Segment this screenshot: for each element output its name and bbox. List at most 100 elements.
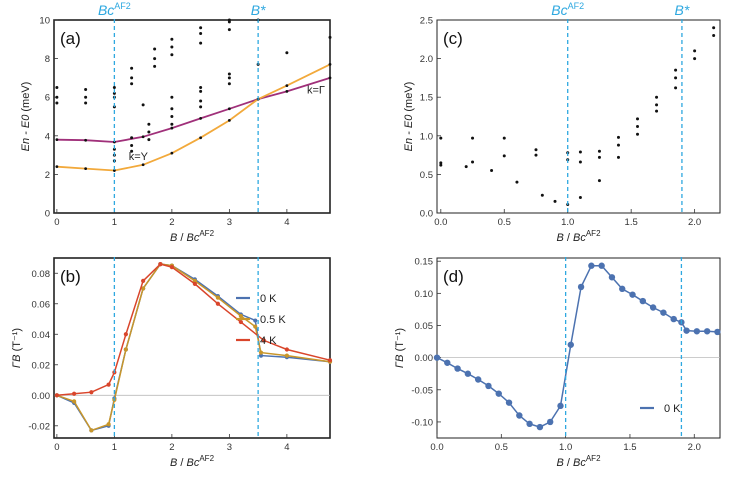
y-tick-label: 0.5 (420, 170, 433, 181)
axes-frame (436, 19, 721, 214)
data-dot (147, 122, 151, 126)
y-axis-label: En - E0 (meV) (20, 82, 32, 152)
curve-dot (328, 62, 332, 66)
series-marker (547, 418, 554, 426)
y-label-main: ΓB (11, 351, 23, 368)
x-tick-label: 4 (284, 217, 289, 228)
x-label-part: Bc (187, 457, 200, 469)
data-dot (170, 107, 174, 111)
series-marker (258, 350, 264, 355)
data-dot (464, 165, 468, 169)
data-dot (130, 143, 134, 147)
y-tick-label: 2.0 (420, 54, 433, 65)
series-marker (238, 313, 243, 319)
curve-dot (199, 136, 203, 140)
series-marker (703, 328, 711, 335)
y-tick-label: 10 (39, 16, 50, 27)
series-marker (141, 278, 146, 283)
data-dot (578, 160, 582, 164)
data-dot (199, 41, 203, 45)
x-tick-label: 0.0 (430, 442, 443, 453)
series-line-blue (56, 263, 331, 432)
x-tick-label: 1.5 (623, 442, 636, 453)
y-tick-label: 0.08 (32, 269, 51, 280)
data-dot (674, 86, 678, 90)
data-dot (227, 28, 231, 32)
x-tick-label: 2 (169, 217, 174, 228)
data-dot (636, 117, 640, 121)
bc-label: BcAF2 (98, 1, 131, 18)
x-label-part: Bc (573, 232, 586, 244)
series-marker (474, 376, 482, 383)
data-dot (170, 53, 174, 57)
curve-dot (112, 169, 116, 172)
x-tick-label: 1.0 (561, 217, 574, 228)
y-tick-label: 8 (45, 54, 50, 65)
data-dot (553, 199, 557, 203)
data-dot (130, 149, 134, 153)
legend-label: 0 K (664, 403, 681, 415)
series-marker (639, 297, 647, 305)
series-marker (253, 324, 258, 329)
data-dot (153, 47, 157, 51)
series-marker (629, 291, 636, 298)
x-tick-label: 0 (54, 217, 59, 228)
data-dot (636, 132, 640, 136)
y-tick-label: 0.10 (415, 289, 434, 300)
data-dot (130, 76, 134, 80)
data-dot (112, 147, 116, 151)
bstar-label: B* (251, 2, 266, 18)
curve-dot (170, 151, 174, 155)
series-marker (54, 393, 59, 398)
series-marker (516, 412, 523, 419)
data-dot (597, 155, 601, 159)
series-marker (567, 341, 574, 348)
series-marker (526, 420, 533, 428)
series-marker (588, 262, 595, 269)
data-dot (112, 91, 116, 95)
series-line-gold (56, 263, 331, 432)
y-tick-label: -0.05 (411, 385, 433, 396)
legend-label: 0.5 K (260, 314, 286, 326)
series-marker (464, 370, 472, 377)
series-marker (72, 399, 77, 404)
data-dot (170, 37, 174, 41)
legend-label: 4 K (260, 335, 277, 347)
data-dot (170, 45, 174, 49)
curve-dot (227, 107, 231, 111)
data-dot (471, 160, 475, 164)
curve-dot (199, 117, 203, 120)
series-marker (123, 347, 128, 352)
series-marker (693, 328, 701, 335)
data-dot (55, 86, 59, 90)
y-label-unit: (T⁻¹) (394, 328, 406, 352)
series-marker (284, 353, 289, 358)
data-dot (597, 149, 601, 153)
y-tick-label: 0.00 (415, 353, 434, 364)
data-dot (84, 101, 88, 105)
x-tick-label: 0.0 (434, 217, 447, 228)
data-dot (674, 68, 678, 72)
x-tick-label: 0.5 (495, 442, 508, 453)
data-dot (655, 95, 659, 99)
y-tick-label: 1.5 (420, 93, 433, 104)
data-dot (130, 82, 134, 86)
data-dot (616, 135, 620, 139)
bc-text: Bc (98, 2, 114, 18)
data-dot (515, 180, 519, 184)
series-marker (89, 428, 94, 433)
x-tick-label: 2.0 (688, 217, 701, 228)
x-label-part: / (564, 232, 573, 244)
bc-text: Bc (551, 2, 567, 18)
y-tick-label: 0.00 (32, 391, 51, 402)
data-dot (534, 153, 538, 157)
x-tick-label: 1.0 (559, 442, 572, 453)
y-label-unit: (T⁻¹) (11, 328, 23, 352)
series-marker (253, 318, 258, 323)
y-tick-label: -0.02 (28, 421, 50, 432)
data-dot (153, 64, 157, 68)
x-label-part: B (170, 232, 177, 244)
data-dot (55, 101, 59, 105)
